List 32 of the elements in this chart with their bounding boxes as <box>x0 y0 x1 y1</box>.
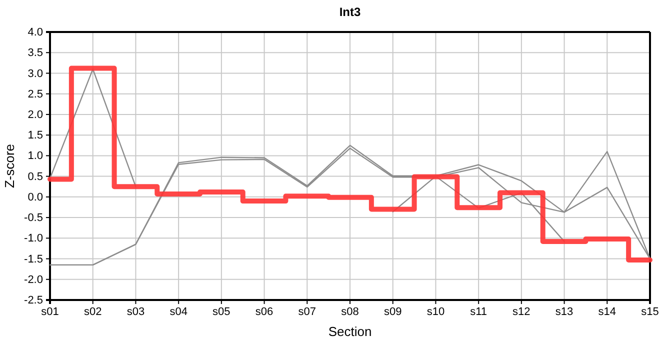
y-tick-label: 1.0 <box>28 150 43 162</box>
y-tick-label: -1.0 <box>24 232 43 245</box>
x-tick-label: s04 <box>170 306 188 318</box>
chart-title: Int3 <box>339 5 361 19</box>
y-tick-label: 0.5 <box>28 170 43 183</box>
y-tick-label: 3.5 <box>28 47 43 60</box>
y-tick-label: 2.0 <box>28 108 43 121</box>
x-tick-label: s12 <box>512 306 530 318</box>
y-tick-label: -1.5 <box>24 253 43 266</box>
y-tick-label: 2.5 <box>28 88 43 100</box>
x-axis-title: Section <box>328 324 372 339</box>
y-tick-label: 0.0 <box>28 191 43 204</box>
x-tick-label: s09 <box>384 306 402 318</box>
x-tick-label: s15 <box>641 306 659 318</box>
x-tick-label: s06 <box>255 306 274 318</box>
y-tick-label: -0.5 <box>24 212 43 224</box>
y-tick-label: 3.0 <box>28 68 43 80</box>
x-tick-label: s01 <box>41 306 59 318</box>
y-tick-label: -2.0 <box>24 274 43 286</box>
y-tick-label: 1.5 <box>28 130 43 142</box>
x-tick-label: s02 <box>84 306 102 318</box>
x-tick-label: s10 <box>426 306 445 318</box>
x-tick-label: s03 <box>126 306 145 318</box>
x-tick-label: s07 <box>298 306 316 318</box>
x-tick-label: s11 <box>470 306 488 318</box>
y-tick-label: 4.0 <box>28 26 43 39</box>
y-axis-title: Z-score <box>2 144 17 188</box>
x-tick-label: s08 <box>341 306 359 318</box>
x-tick-label: s14 <box>598 306 616 318</box>
x-tick-label: s05 <box>212 306 230 318</box>
y-tick-label: -2.5 <box>24 294 43 307</box>
x-tick-label: s13 <box>555 306 574 318</box>
